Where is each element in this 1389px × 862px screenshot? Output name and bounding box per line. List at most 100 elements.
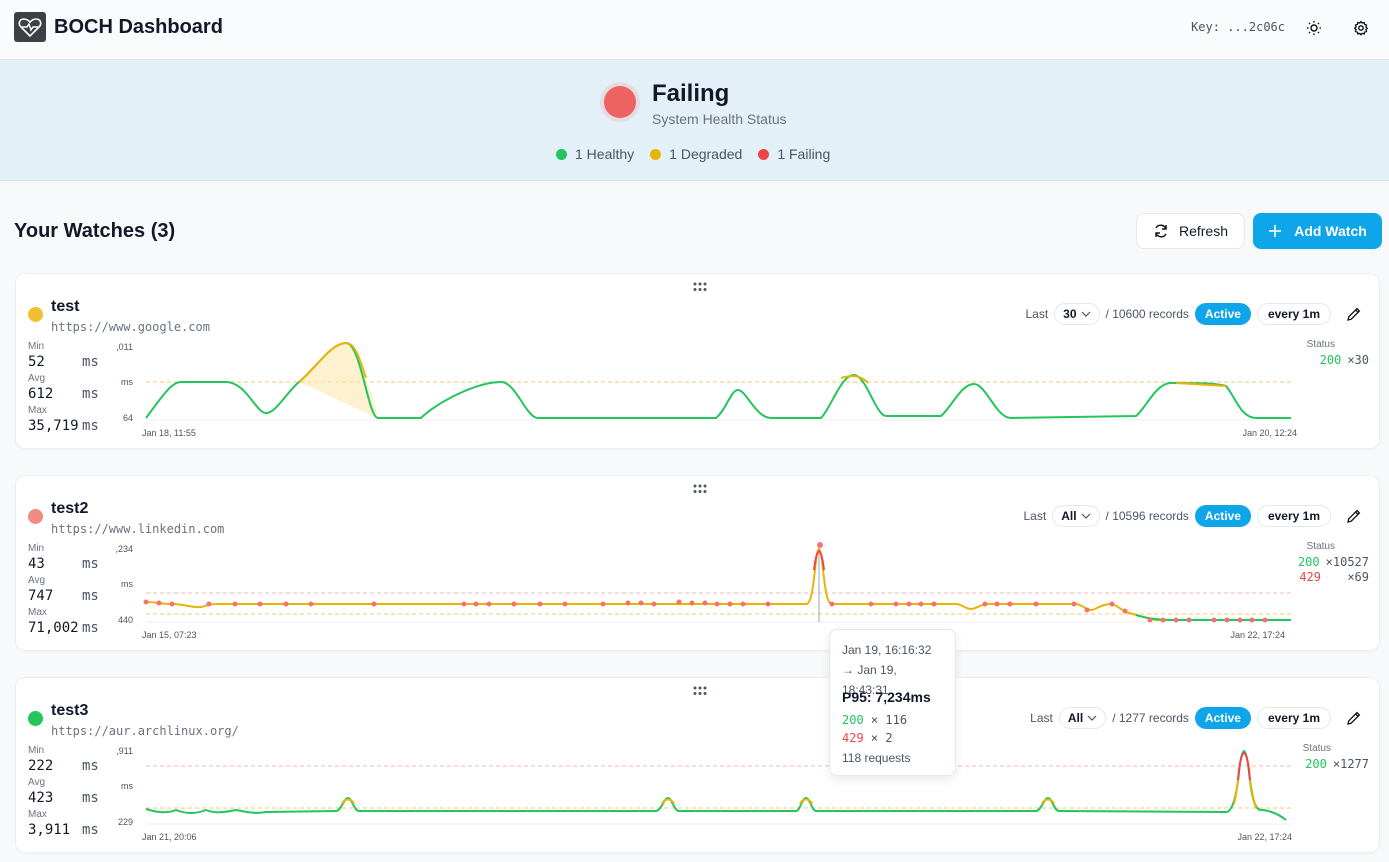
x-axis-start-label: Jan 15, 07:23 bbox=[142, 630, 197, 640]
y-axis-min-label: 229 bbox=[118, 817, 133, 827]
degraded-segment bbox=[661, 798, 675, 805]
y-axis-max-label: 3,911 bbox=[116, 746, 133, 756]
records-count: / 10600 records bbox=[1105, 307, 1189, 321]
max-value: 3,911 bbox=[28, 822, 71, 838]
gear-icon[interactable] bbox=[1349, 16, 1373, 40]
watch-controls: Last All / 10596 records Active every 1m bbox=[1024, 505, 1364, 527]
min-value: 43 bbox=[28, 556, 45, 572]
status-codes-label: Status bbox=[1302, 743, 1331, 754]
add-watch-button[interactable]: Add Watch bbox=[1253, 213, 1382, 249]
min-unit: ms bbox=[82, 354, 99, 370]
avg-unit: ms bbox=[82, 790, 99, 806]
range-select[interactable]: All bbox=[1052, 505, 1100, 527]
degraded-area bbox=[299, 343, 378, 418]
system-status-indicator bbox=[604, 86, 636, 118]
healthy-count: 1 Healthy bbox=[556, 146, 634, 162]
avg-value: 612 bbox=[28, 386, 54, 402]
watch-card[interactable]: test3 https://aur.archlinux.org/ Min 222… bbox=[15, 677, 1380, 853]
response-series-line bbox=[145, 341, 1291, 420]
refresh-button[interactable]: Refresh bbox=[1136, 213, 1245, 249]
last-label: Last bbox=[1030, 711, 1053, 725]
watch-card[interactable]: test https://www.google.com Min 52 ms Av… bbox=[15, 273, 1380, 449]
degraded-segment bbox=[1175, 382, 1227, 387]
degraded-dot-icon bbox=[650, 148, 662, 160]
max-label: Max bbox=[28, 405, 47, 416]
watch-url: https://www.linkedin.com bbox=[51, 522, 225, 536]
avg-value: 423 bbox=[28, 790, 54, 806]
failing-count: 1 Failing bbox=[758, 146, 830, 162]
system-status-subtitle: System Health Status bbox=[652, 111, 787, 127]
system-status-title: Failing bbox=[652, 80, 730, 107]
failing-segment bbox=[1237, 752, 1251, 781]
health-counts: 1 Healthy 1 Degraded 1 Failing bbox=[556, 146, 830, 162]
y-axis-min-label: 64 bbox=[123, 413, 133, 423]
response-series-line bbox=[145, 547, 1291, 621]
max-value: 35,719 bbox=[28, 418, 79, 434]
status-code-row: 200 ×30 bbox=[1319, 353, 1369, 367]
degraded-segment bbox=[799, 798, 813, 805]
failing-segment bbox=[813, 550, 825, 571]
max-label: Max bbox=[28, 809, 47, 820]
response-time-chart[interactable]: 7,234 ms 440 Jan 15, 07:23 Jan 22, 17:24 bbox=[116, 540, 1306, 644]
watch-name: test bbox=[51, 298, 80, 315]
tooltip-from: Jan 19, 16:16:32 bbox=[842, 643, 932, 657]
drag-handle-icon[interactable] bbox=[692, 686, 708, 696]
status-code-row: 429 ×69 bbox=[1299, 570, 1369, 584]
min-label: Min bbox=[28, 745, 45, 756]
pencil-icon[interactable] bbox=[1345, 709, 1363, 727]
x-axis-end-label: Jan 22, 17:24 bbox=[1230, 630, 1285, 640]
watch-card[interactable]: test2 https://www.linkedin.com Min 43 ms… bbox=[15, 475, 1380, 651]
watch-url: https://www.google.com bbox=[51, 320, 210, 334]
max-unit: ms bbox=[82, 418, 99, 434]
plus-icon bbox=[1269, 225, 1282, 237]
interval-select[interactable]: every 1m bbox=[1256, 303, 1331, 325]
last-label: Last bbox=[1025, 307, 1049, 321]
x-axis-end-label: Jan 20, 12:24 bbox=[1242, 428, 1297, 438]
watch-status-dot bbox=[28, 509, 43, 524]
interval-select[interactable]: every 1m bbox=[1256, 505, 1331, 527]
max-unit: ms bbox=[82, 822, 99, 838]
heart-pulse-icon bbox=[14, 12, 46, 42]
records-count: / 1277 records bbox=[1112, 711, 1189, 725]
avg-unit: ms bbox=[82, 588, 99, 604]
watch-status-dot bbox=[28, 711, 43, 726]
drag-handle-icon[interactable] bbox=[692, 484, 708, 494]
response-time-chart[interactable]: 2,011 ms 64 Jan 18, 11:55 Jan 20, 12:24 bbox=[116, 338, 1306, 442]
min-label: Min bbox=[28, 341, 45, 352]
chart-tooltip: Jan 19, 16:16:32 → Jan 19, 18:43:31 P95:… bbox=[829, 629, 956, 776]
drag-handle-icon[interactable] bbox=[692, 282, 708, 292]
active-toggle[interactable]: Active bbox=[1194, 303, 1251, 325]
active-toggle[interactable]: Active bbox=[1194, 505, 1251, 527]
status-code-row: 200 ×10527 bbox=[1297, 555, 1369, 569]
min-value: 52 bbox=[28, 354, 45, 370]
degraded-segment bbox=[298, 341, 367, 383]
response-time-chart[interactable]: 3,911 ms 229 Jan 21, 20:06 Jan 22, 17:24 bbox=[116, 742, 1306, 846]
degraded-segment bbox=[341, 798, 355, 805]
app-header: BOCH Dashboard Key: ...2c06c bbox=[0, 0, 1389, 60]
x-axis-start-label: Jan 21, 20:06 bbox=[142, 832, 197, 842]
range-select[interactable]: All bbox=[1058, 707, 1107, 729]
records-count: / 10596 records bbox=[1105, 509, 1189, 523]
api-key-label: Key: ...2c06c bbox=[1191, 20, 1285, 34]
y-axis-unit-label: ms bbox=[121, 781, 133, 791]
tooltip-requests: 118 requests bbox=[842, 751, 911, 765]
y-axis-unit-label: ms bbox=[121, 579, 133, 589]
avg-label: Avg bbox=[28, 575, 46, 586]
max-value: 71,002 bbox=[28, 620, 79, 636]
system-health-banner bbox=[0, 60, 1389, 181]
pencil-icon[interactable] bbox=[1345, 305, 1363, 323]
tooltip-p95: P95: 7,234ms bbox=[842, 689, 931, 705]
interval-select[interactable]: every 1m bbox=[1256, 707, 1331, 729]
degraded-segment bbox=[1041, 798, 1055, 805]
avg-value: 747 bbox=[28, 588, 54, 604]
range-select[interactable]: 30 bbox=[1054, 303, 1100, 325]
error-points bbox=[143, 542, 1268, 623]
sun-icon[interactable] bbox=[1302, 16, 1326, 40]
tooltip-code-row: 200 × 116 bbox=[842, 713, 908, 727]
watch-status-dot bbox=[28, 307, 43, 322]
pencil-icon[interactable] bbox=[1345, 507, 1363, 525]
y-axis-max-label: 2,011 bbox=[116, 342, 133, 352]
refresh-icon bbox=[1155, 224, 1167, 238]
active-toggle[interactable]: Active bbox=[1194, 707, 1251, 729]
degraded-segment bbox=[1233, 779, 1257, 809]
